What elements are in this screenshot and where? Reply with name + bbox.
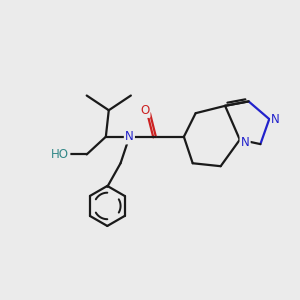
Text: O: O xyxy=(140,104,149,117)
Text: N: N xyxy=(125,130,134,143)
Text: N: N xyxy=(241,136,250,149)
Text: HO: HO xyxy=(51,148,69,161)
Text: N: N xyxy=(272,112,280,126)
